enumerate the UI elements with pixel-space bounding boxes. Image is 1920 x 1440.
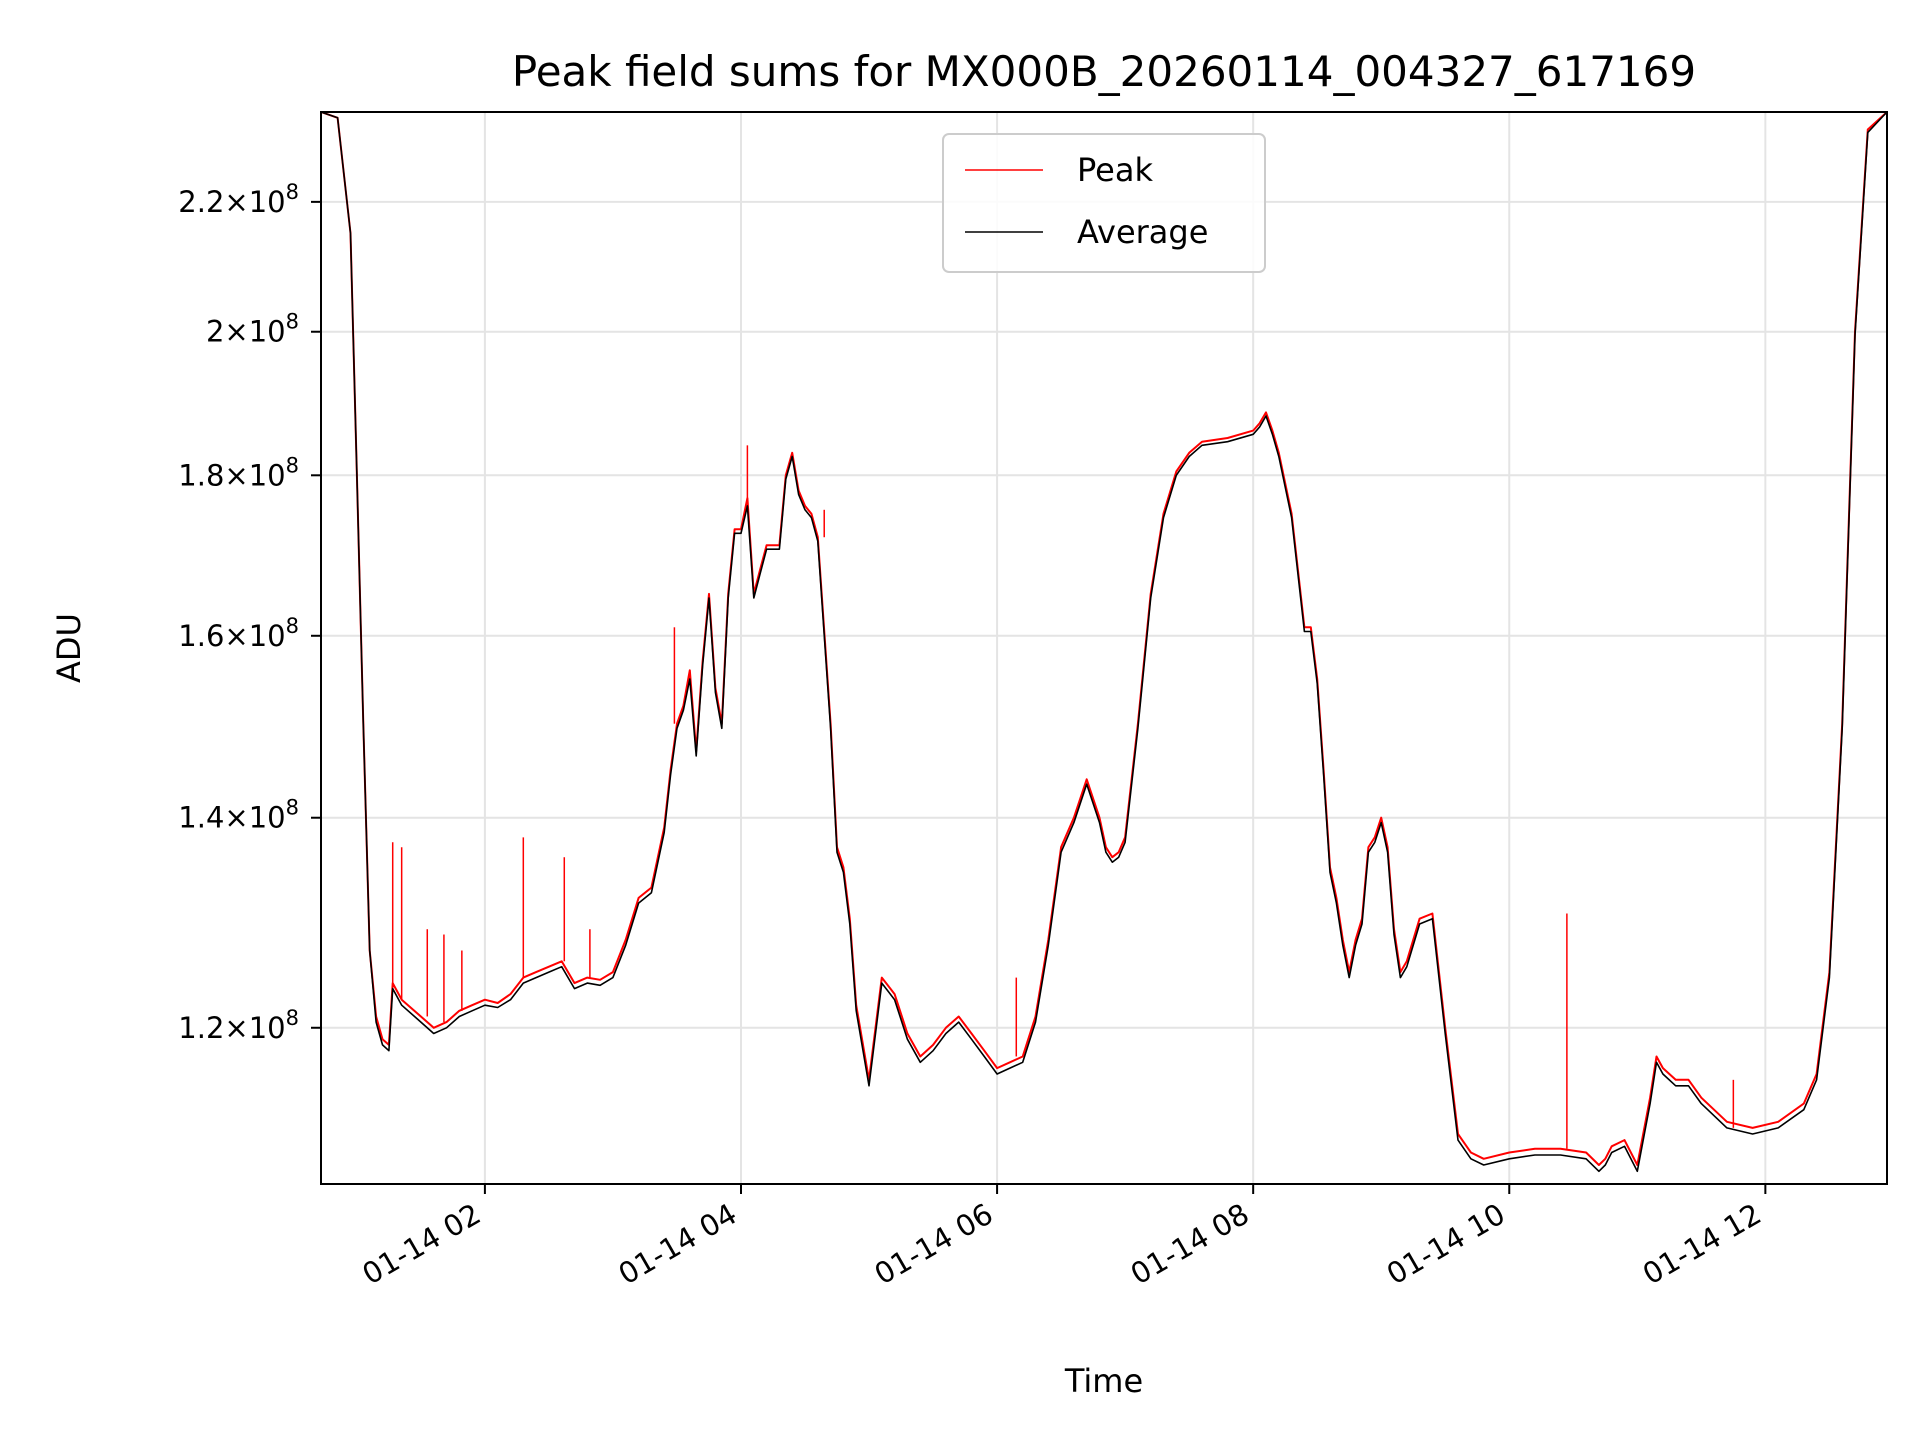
x-tick-label: 01-14 12 (1637, 1197, 1767, 1292)
plot-area-frame (320, 111, 1888, 1185)
x-tick-label: 01-14 08 (1125, 1197, 1255, 1292)
y-tick-label: 1.2×108 (178, 1006, 299, 1045)
series-line-average (321, 112, 1887, 1173)
x-axis-label: Time (1064, 1362, 1143, 1400)
x-tick-label: 01-14 10 (1381, 1197, 1511, 1292)
legend-box (942, 133, 1266, 273)
y-axis-label: ADU (50, 613, 88, 683)
y-tick-label: 1.4×108 (178, 796, 299, 835)
x-tick-label: 01-14 02 (356, 1197, 486, 1292)
legend-label-average: Average (1077, 213, 1208, 251)
legend: Peak Average (942, 133, 1266, 273)
x-tick-label: 01-14 06 (869, 1197, 999, 1292)
y-tick-label: 2×108 (206, 310, 299, 349)
axis-ticks: 1.2×108 1.4×108 1.6×108 1.8×108 2×108 2.2×108… (178, 180, 1767, 1291)
y-tick-label: 2.2×108 (178, 180, 299, 219)
series-layer (321, 112, 1887, 1173)
x-tick-label: 01-14 04 (613, 1197, 743, 1292)
series-line-peak (321, 112, 1887, 1166)
chart-title: Peak field sums for MX000B_20260114_0043… (512, 47, 1696, 96)
legend-label-peak: Peak (1077, 151, 1153, 189)
y-tick-label: 1.8×108 (178, 453, 299, 492)
y-tick-label: 1.6×108 (178, 614, 299, 653)
